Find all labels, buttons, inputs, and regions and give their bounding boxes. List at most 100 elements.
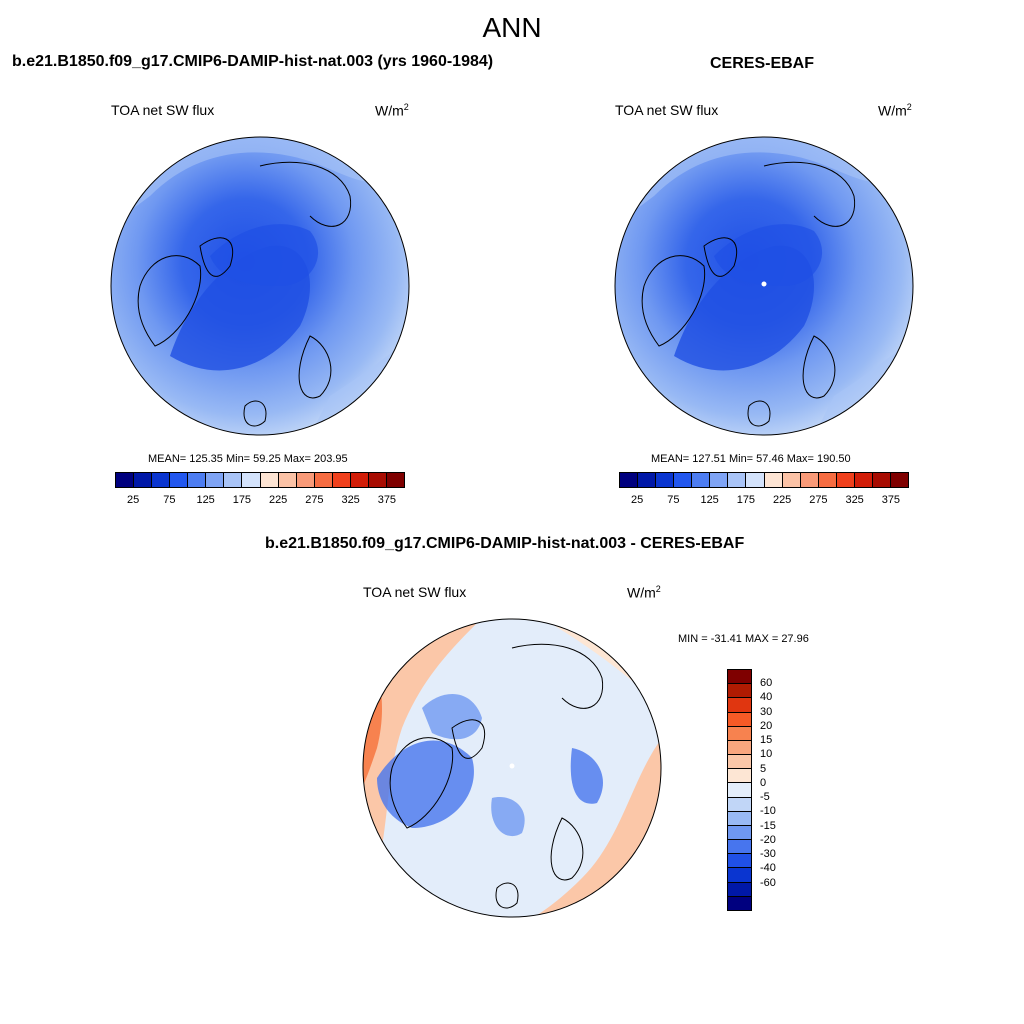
panel1-colorbar-swatch (314, 473, 333, 487)
panel2-colorbar-swatch (638, 473, 657, 487)
panel3-colorbar-tick-label: 5 (760, 762, 767, 775)
panel2-colorbar (619, 472, 909, 488)
panel1-colorbar-tick-label: 175 (232, 494, 252, 506)
panel2-variable: TOA net SW flux (615, 102, 719, 118)
panel3-colorbar-swatch (728, 825, 751, 841)
panel1-colorbar-swatch (134, 473, 153, 487)
panel3-colorbar-swatch (728, 797, 751, 812)
panel3-colorbar-tick-label: -5 (760, 791, 770, 804)
panel3-colorbar-swatch (728, 670, 751, 685)
panel2-colorbar-swatch (674, 473, 693, 487)
panel2-colorbar-swatch (800, 473, 819, 487)
panel3-colorbar-tick-label: 40 (760, 691, 773, 704)
panel3-colorbar-swatch (728, 868, 751, 883)
panel3-colorbar-ticks: 60 40 30 20 15 10 5 0 -5 -10 -15 -20 -30 -40 -60 (760, 669, 800, 911)
panel3-units: W/m2 (627, 584, 661, 601)
panel3-colorbar-swatch (728, 811, 751, 826)
panel3-colorbar-tick-label: 60 (760, 677, 773, 690)
panel3-colorbar-tick-label: -60 (760, 876, 776, 889)
panel3-variable: TOA net SW flux (363, 584, 467, 600)
panel2-colorbar-swatch (854, 473, 873, 487)
panel2-colorbar-tick-label: 75 (667, 494, 680, 506)
panel1-colorbar-swatch (116, 473, 135, 487)
panel3-colorbar-tick-label: -15 (760, 819, 776, 832)
panel2-colorbar-tick-label: 275 (809, 494, 828, 506)
main-title: ANN (482, 12, 542, 43)
panel3-colorbar-swatch (728, 840, 751, 855)
panel3-colorbar-swatch (728, 755, 751, 770)
panel2-units: W/m2 (878, 102, 912, 119)
panel3-colorbar-swatch (728, 740, 751, 756)
panel3-stats: MIN = -31.41 MAX = 27.96 (678, 633, 809, 645)
panel3-colorbar-tick-label: 20 (760, 719, 773, 732)
panel1-colorbar-tick-label: 375 (377, 494, 397, 506)
panel1-colorbar-tick-label: 125 (196, 494, 215, 506)
panel3-colorbar-swatch (728, 882, 751, 897)
panel1-variable: TOA net SW flux (111, 102, 215, 118)
panel2-colorbar-tick-label: 225 (772, 494, 792, 506)
panel1-title: b.e21.B1850.f09_g17.CMIP6-DAMIP-hist-nat… (12, 53, 494, 70)
panel3-colorbar-tick-label: -30 (760, 848, 776, 861)
panel1-colorbar-tick-label: 25 (127, 494, 140, 506)
panel2-colorbar-tick-label: 25 (631, 494, 644, 506)
panel2-colorbar-swatch (620, 473, 639, 487)
panel2-stats: MEAN= 127.51 Min= 57.46 Max= 190.50 (651, 453, 851, 465)
panel1-colorbar-swatch (170, 473, 189, 487)
panel2-colorbar-swatch (818, 473, 837, 487)
panel1-colorbar-swatch (368, 473, 387, 487)
panel1-colorbar-tick-label: 275 (305, 494, 324, 506)
panel1-colorbar-swatch (260, 473, 279, 487)
panel3-colorbar-swatch (728, 783, 751, 798)
panel2-colorbar-swatch (872, 473, 891, 487)
panel1-colorbar-swatch (278, 473, 297, 487)
panel1-units: W/m2 (375, 102, 409, 119)
panel3-colorbar-swatch (728, 896, 751, 910)
panel2-colorbar-swatch (728, 473, 747, 487)
panel3-colorbar-swatch (728, 712, 751, 727)
panel1-colorbar-tick-label: 75 (163, 494, 176, 506)
panel3-colorbar-swatch (728, 698, 751, 713)
panel2-polar-map (614, 136, 914, 436)
panel1-colorbar (115, 472, 405, 488)
panel3-colorbar-tick-label: 15 (760, 734, 773, 747)
panel1-colorbar-swatch (332, 473, 351, 487)
panel3-colorbar (727, 669, 752, 911)
panel2-colorbar-swatch (890, 473, 908, 487)
panel3-colorbar-swatch (728, 854, 751, 869)
panel2-colorbar-swatch (782, 473, 801, 487)
panel2-colorbar-swatch (746, 473, 765, 487)
panel1-colorbar-ticks: 25 75 125 175 225 275 325 375 (115, 494, 405, 508)
panel3-colorbar-tick-label: -10 (760, 805, 776, 818)
panel1-colorbar-tick-label: 325 (341, 494, 360, 506)
panel3-colorbar-tick-label: 30 (760, 705, 773, 718)
panel2-colorbar-swatch (764, 473, 783, 487)
panel1-colorbar-swatch (224, 473, 243, 487)
panel1-colorbar-swatch (350, 473, 369, 487)
panel1-colorbar-swatch (206, 473, 225, 487)
panel2-colorbar-tick-label: 125 (700, 494, 719, 506)
panel2-title: CERES-EBAF (710, 55, 815, 72)
panel1-polar-map (110, 136, 410, 436)
panel2-colorbar-swatch (710, 473, 729, 487)
panel2-colorbar-ticks: 25 75 125 175 225 275 325 375 (619, 494, 909, 508)
panel2-colorbar-swatch (656, 473, 675, 487)
panel2-colorbar-tick-label: 175 (736, 494, 756, 506)
panel3-colorbar-swatch (728, 769, 751, 784)
panel3-colorbar-tick-label: -20 (760, 833, 776, 846)
panel3-polar-map (362, 618, 662, 918)
panel3-title: b.e21.B1850.f09_g17.CMIP6-DAMIP-hist-nat… (265, 535, 745, 552)
panel1-colorbar-tick-label: 225 (268, 494, 288, 506)
panel2-colorbar-swatch (836, 473, 855, 487)
panel1-colorbar-swatch (152, 473, 171, 487)
panel1-colorbar-swatch (386, 473, 404, 487)
panel1-colorbar-swatch (296, 473, 315, 487)
panel2-colorbar-swatch (692, 473, 711, 487)
panel3-colorbar-swatch (728, 684, 751, 699)
panel1-stats: MEAN= 125.35 Min= 59.25 Max= 203.95 (148, 453, 348, 465)
panel1-colorbar-swatch (188, 473, 207, 487)
panel2-colorbar-tick-label: 325 (845, 494, 864, 506)
panel1-colorbar-swatch (242, 473, 261, 487)
panel3-colorbar-swatch (728, 726, 751, 741)
panel3-colorbar-tick-label: 10 (760, 748, 773, 761)
panel3-colorbar-tick-label: 0 (760, 776, 767, 789)
